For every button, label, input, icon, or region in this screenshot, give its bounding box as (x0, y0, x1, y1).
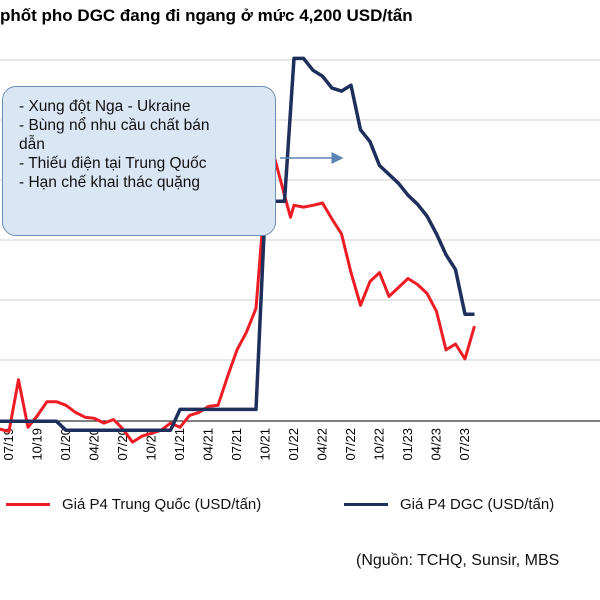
x-tick-label: 07/20 (115, 428, 130, 461)
legend-swatch-navy (344, 503, 388, 506)
x-tick-label: 07/23 (457, 428, 472, 461)
x-tick-label: 07/21 (229, 428, 244, 461)
x-tick-label: 04/23 (429, 428, 444, 461)
source-note: (Nguồn: TCHQ, Sunsir, MBS (356, 552, 560, 569)
x-tick-label: 04/20 (87, 428, 102, 461)
annotation-callout: - Xung đột Nga - Ukraine - Bùng nổ nhu c… (2, 86, 276, 236)
annotation-line: - Hạn chế khai thác quặng (19, 174, 200, 191)
x-tick-label: 04/21 (201, 428, 216, 461)
annotation-line: - Thiếu điện tại Trung Quốc (19, 155, 207, 172)
x-tick-label: 07/22 (343, 428, 358, 461)
x-tick-labels: 07/19 10/19 01/20 04/20 07/20 10/20 01/21 04/21… (1, 428, 472, 461)
x-tick-label: 01/22 (286, 428, 301, 461)
chart-title: phốt pho DGC đang đi ngang ở mức 4,200 U… (0, 6, 413, 25)
chart-legend: Giá P4 Trung Quốc (USD/tấn) Giá P4 DGC (… (0, 496, 600, 520)
series-line-p4-china (0, 158, 476, 444)
x-tick-label: 10/21 (258, 428, 273, 461)
series-line-p4-dgc (0, 56, 475, 433)
legend-label-red: Giá P4 Trung Quốc (USD/tấn) (62, 496, 262, 513)
x-tick-label: 10/22 (372, 428, 387, 461)
annotation-line: - Xung đột Nga - Ukraine (19, 98, 191, 115)
x-tick-label: 10/19 (30, 428, 45, 461)
legend-item-red: Giá P4 Trung Quốc (USD/tấn) (6, 496, 261, 513)
x-tick-label: 10/20 (144, 428, 159, 461)
x-tick-label: 07/19 (1, 428, 16, 461)
x-tick-label: 01/21 (172, 428, 187, 461)
legend-label-navy: Giá P4 DGC (USD/tấn) (400, 496, 555, 513)
annotation-line: dẫn (19, 136, 45, 153)
x-tick-label: 04/22 (315, 428, 330, 461)
legend-swatch-red (6, 503, 50, 506)
x-tick-label: 01/20 (58, 428, 73, 461)
legend-item-navy: Giá P4 DGC (USD/tấn) (344, 496, 554, 513)
series-lines (0, 56, 476, 444)
annotation-line: - Bùng nổ nhu cầu chất bán (19, 117, 210, 134)
x-tick-label: 01/23 (400, 428, 415, 461)
